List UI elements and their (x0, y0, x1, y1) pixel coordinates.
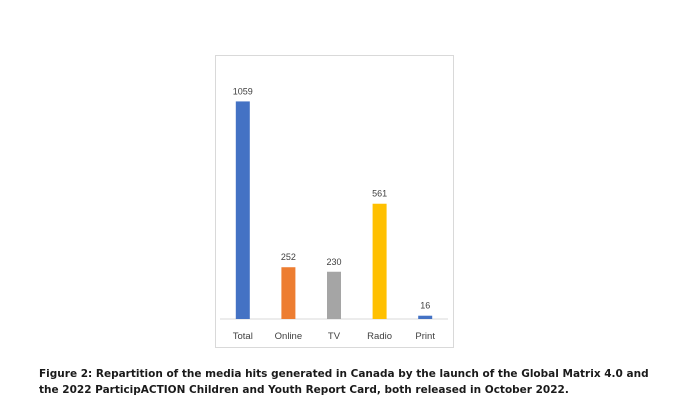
tick-label-print: Print (415, 331, 435, 342)
tick-label-total: Total (233, 331, 253, 342)
value-labels-group: 1059 252 230 561 16 (233, 86, 430, 310)
tick-labels-group: Total Online TV Radio Print (233, 331, 436, 342)
bars-group (235, 101, 433, 319)
bar-total (235, 101, 250, 319)
tick-label-radio: Radio (367, 331, 392, 342)
tick-label-online: Online (275, 331, 302, 342)
bar-radio (372, 203, 387, 319)
caption-line-2: the 2022 ParticipACTION Children and You… (39, 384, 569, 396)
value-label-tv: 230 (326, 257, 341, 267)
bar-online (281, 267, 296, 319)
value-label-online: 252 (281, 252, 296, 262)
caption-line-1: Figure 2: Repartition of the media hits … (39, 368, 649, 380)
bar-chart: 1059 252 230 561 16 Total Online TV Radio Print (220, 86, 448, 342)
figure-caption: Figure 2: Repartition of the media hits … (39, 366, 679, 398)
tick-label-tv: TV (328, 331, 341, 342)
value-label-radio: 561 (372, 189, 387, 199)
bar-tv (327, 271, 341, 319)
bar-print (418, 315, 433, 319)
value-label-total: 1059 (233, 86, 253, 96)
value-label-print: 16 (420, 301, 430, 311)
chart-frame: 1059 252 230 561 16 Total Online TV Radio Print (215, 55, 454, 348)
